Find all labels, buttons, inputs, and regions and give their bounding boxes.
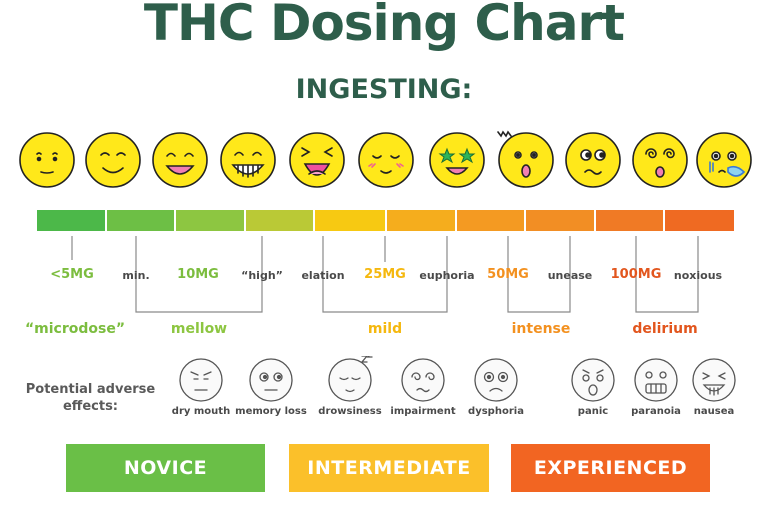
category-microdose: “microdose” (24, 321, 126, 337)
slight-smile-face-icon (85, 132, 141, 188)
category-delirium: delirium (632, 321, 698, 337)
scale-segment (596, 210, 663, 231)
star-eyes-face-icon (429, 132, 485, 188)
nauseous-face-icon (696, 132, 752, 188)
memory-loss-face-icon (249, 358, 293, 402)
dizzy-face-icon (632, 132, 688, 188)
scale-segment (107, 210, 174, 231)
effect-label-dry-mouth: dry mouth (171, 406, 231, 417)
dose-label-unease: unease (547, 269, 593, 282)
grin-face-icon (220, 132, 276, 188)
laughing-face-icon (289, 132, 345, 188)
smile-face-icon (152, 132, 208, 188)
level-experienced: EXPERIENCED (511, 444, 710, 492)
level-novice: NOVICE (66, 444, 265, 492)
scale-segment (387, 210, 455, 231)
effect-label-drowsiness: drowsiness (318, 406, 382, 417)
dose-color-scale (0, 210, 768, 231)
dose-amount-mild: 25MG (364, 267, 406, 282)
scale-segment (315, 210, 385, 231)
nausea-face-icon (692, 358, 736, 402)
dry-mouth-face-icon (179, 358, 223, 402)
paranoia-face-icon (634, 358, 678, 402)
dose-amount-intense: 50MG (487, 267, 529, 282)
scale-segment (526, 210, 594, 231)
adverse-heading-line1: Potential adverse (25, 382, 156, 397)
level-intermediate: INTERMEDIATE (289, 444, 489, 492)
content-blush-face-icon (358, 132, 414, 188)
effect-label-panic: panic (577, 406, 609, 417)
adverse-faces-row (179, 356, 736, 402)
panic-face-icon (571, 358, 615, 402)
neutral-face-icon (19, 132, 75, 188)
dose-amount-microdose: <5MG (50, 267, 94, 282)
page-subtitle: INGESTING: (295, 74, 473, 105)
shocked-face-icon (497, 130, 554, 188)
category-intense: intense (511, 321, 571, 337)
dose-label-noxious: noxious (673, 269, 723, 282)
effect-label-paranoia: paranoia (631, 406, 681, 417)
drowsy-face-icon (328, 356, 373, 402)
effect-label-dysphoria: dysphoria (468, 406, 524, 417)
scale-segment (176, 210, 244, 231)
dose-amount-mellow: 10MG (177, 267, 219, 282)
category-mild: mild (367, 321, 403, 337)
uneasy-face-icon (565, 132, 621, 188)
effect-label-nausea: nausea (693, 406, 735, 417)
faces-row (19, 130, 752, 188)
page-title: THC Dosing Chart (143, 0, 625, 52)
category-mellow: mellow (170, 321, 228, 337)
effect-label-memory-loss: memory loss (235, 406, 307, 417)
dose-label-euphoria: euphoria (419, 269, 475, 282)
scale-segment (457, 210, 524, 231)
dose-brackets (71, 236, 699, 313)
scale-segment (37, 210, 105, 231)
scale-segment (665, 210, 734, 231)
dose-label-elation: elation (301, 269, 345, 282)
dysphoria-face-icon (474, 358, 518, 402)
dose-label-min: min. (122, 269, 150, 282)
adverse-effects-heading: Potential adverse effects: (18, 381, 163, 415)
scale-segment (246, 210, 313, 231)
impaired-face-icon (401, 358, 445, 402)
dose-label-high: “high” (241, 269, 283, 282)
effect-label-impairment: impairment (390, 406, 456, 417)
dose-amount-delirium: 100MG (610, 267, 662, 282)
adverse-heading-line2: effects: (62, 399, 119, 414)
